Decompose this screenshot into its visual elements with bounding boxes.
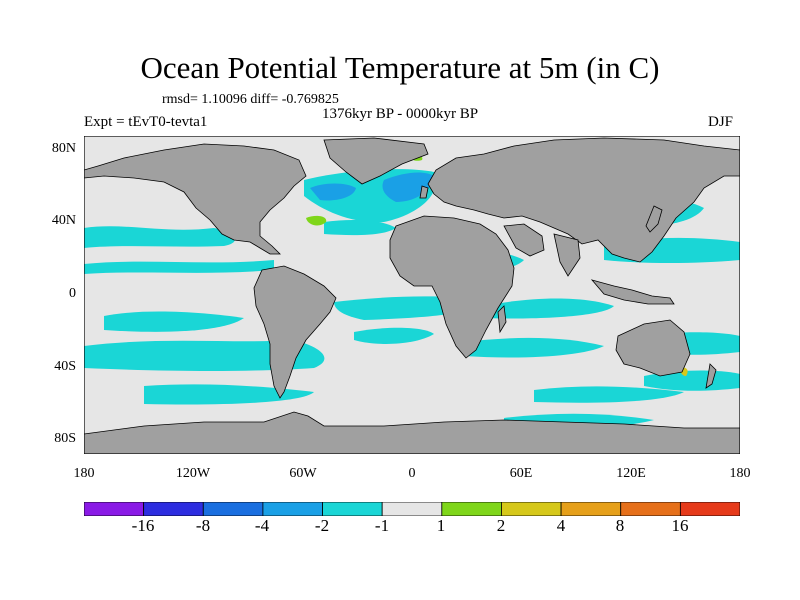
colorbar-label: 8 xyxy=(615,516,625,535)
anomaly-patch xyxy=(644,370,740,391)
colorbar-swatch xyxy=(143,502,204,516)
anomaly-patch xyxy=(84,340,325,371)
colorbar-swatch xyxy=(84,502,145,516)
anomaly-patch xyxy=(464,337,604,358)
lat-tick-label: 0 xyxy=(69,286,76,301)
colorbar-swatch xyxy=(679,502,740,516)
colorbar-swatch xyxy=(501,502,562,516)
colorbar-swatch xyxy=(322,502,383,516)
chart-title: Ocean Potential Temperature at 5m (in C) xyxy=(140,50,660,85)
land-australia xyxy=(615,319,691,377)
time-period-label: 1376kyr BP - 0000kyr BP xyxy=(322,106,479,122)
rmsd-diff-stats: rmsd= 1.10096 diff= -0.769825 xyxy=(162,92,339,107)
world-map xyxy=(84,136,740,454)
colorbar-label: -1 xyxy=(374,516,390,535)
anomaly-patch xyxy=(104,311,244,332)
lon-tick-label: 0 xyxy=(408,466,416,481)
anomaly-patch xyxy=(310,183,356,201)
land-arabia xyxy=(503,223,545,257)
lat-tick-label: 40S xyxy=(54,359,76,374)
colorbar-swatch xyxy=(202,502,264,516)
land-eurasia xyxy=(427,137,740,263)
land-africa xyxy=(389,215,515,359)
colorbar-label: 16 xyxy=(671,516,689,535)
colorbar-label: 4 xyxy=(556,516,566,535)
colorbar-label: 1 xyxy=(436,516,446,535)
colorbar-swatch xyxy=(262,502,323,516)
anomaly-patch xyxy=(484,298,614,319)
lat-tick-label: 80S xyxy=(54,431,76,446)
colorbar-swatch xyxy=(560,502,622,516)
lon-tick-label: 180 xyxy=(73,466,95,481)
land-greenland xyxy=(323,137,429,185)
land-madagascar xyxy=(497,305,507,334)
colorbar-label: 2 xyxy=(496,516,506,535)
colorbar-label: -16 xyxy=(131,516,155,535)
colorbar-label: -4 xyxy=(254,516,270,535)
land-india xyxy=(553,233,581,277)
land-north-america xyxy=(84,143,307,255)
season-label: DJF xyxy=(708,114,734,130)
anomaly-patch xyxy=(84,226,235,248)
colorbar-label: -8 xyxy=(195,516,211,535)
land-antarctica xyxy=(84,411,740,454)
experiment-label: Expt = tEvT0-tevta1 xyxy=(84,114,208,130)
land-south-america xyxy=(253,265,337,399)
land-uk xyxy=(419,185,429,199)
anomaly-patch xyxy=(534,386,684,403)
anomaly-patch xyxy=(144,384,314,405)
lon-tick-label: 120W xyxy=(175,466,211,481)
land-new-zealand xyxy=(705,363,717,389)
landmasses xyxy=(84,137,740,454)
anomaly-patch xyxy=(324,220,396,236)
lat-tick-label: 80N xyxy=(51,141,76,156)
colorbar xyxy=(84,502,740,516)
lat-tick-label: 40N xyxy=(51,213,76,228)
colorbar-swatch xyxy=(381,502,443,516)
warm-patch xyxy=(306,215,327,226)
lon-tick-label: 120E xyxy=(616,466,646,481)
colorbar-swatch xyxy=(441,502,502,516)
lon-tick-label: 60E xyxy=(509,466,533,481)
lon-tick-label: 60W xyxy=(289,466,317,481)
lon-tick-label: 180 xyxy=(729,466,751,481)
colorbar-label: -2 xyxy=(314,516,330,535)
anomaly-patch xyxy=(354,327,434,344)
land-indonesia xyxy=(590,279,675,305)
colorbar-swatch xyxy=(620,502,681,516)
land-japan xyxy=(645,205,663,233)
anomaly-patch xyxy=(84,260,274,274)
